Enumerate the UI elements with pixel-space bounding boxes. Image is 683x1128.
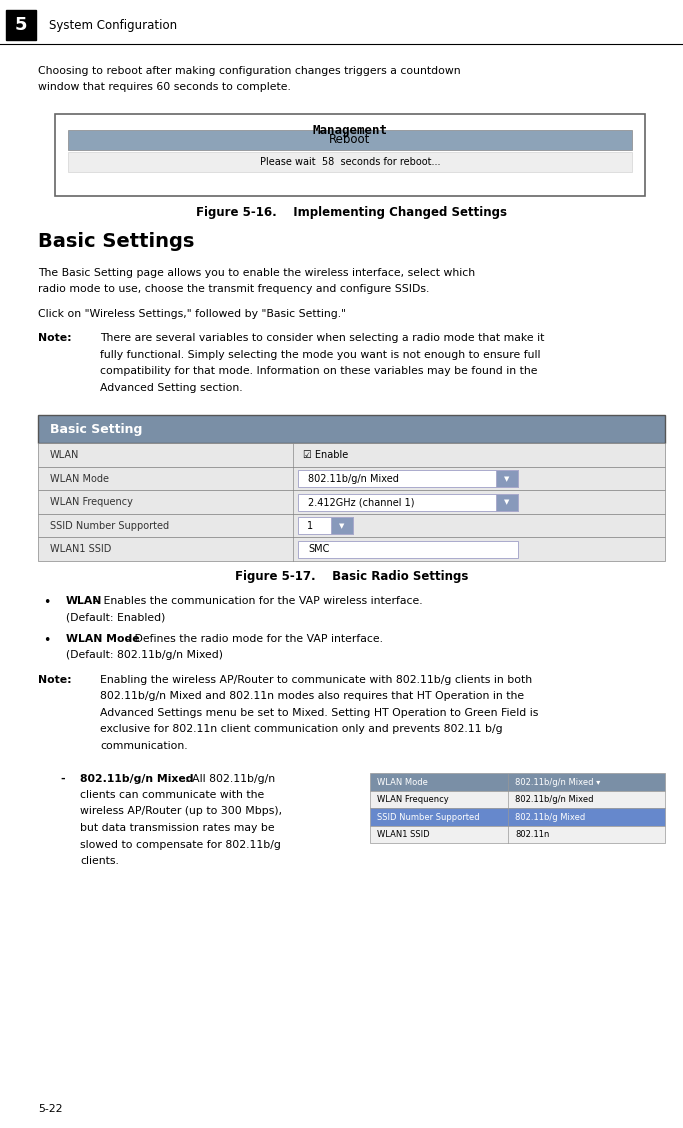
- Bar: [38, 443, 665, 467]
- Text: WLAN Frequency: WLAN Frequency: [377, 795, 449, 804]
- Text: but data transmission rates may be: but data transmission rates may be: [80, 823, 275, 832]
- Bar: [38, 538, 665, 561]
- Bar: [370, 774, 665, 791]
- Text: WLAN1 SSID: WLAN1 SSID: [377, 830, 430, 839]
- Text: (Default: 802.11b/g/n Mixed): (Default: 802.11b/g/n Mixed): [66, 651, 223, 661]
- Text: 2.412GHz (channel 1): 2.412GHz (channel 1): [308, 497, 415, 508]
- Bar: [298, 494, 518, 511]
- Bar: [55, 114, 645, 196]
- Text: : All 802.11b/g/n: : All 802.11b/g/n: [185, 774, 275, 784]
- Text: exclusive for 802.11n client communication only and prevents 802.11 b/g: exclusive for 802.11n client communicati…: [100, 724, 503, 734]
- Text: window that requires 60 seconds to complete.: window that requires 60 seconds to compl…: [38, 82, 291, 92]
- Text: compatibility for that mode. Information on these variables may be found in the: compatibility for that mode. Information…: [100, 367, 538, 377]
- Text: Choosing to reboot after making configuration changes triggers a countdown: Choosing to reboot after making configur…: [38, 67, 460, 76]
- Text: 802.11n: 802.11n: [515, 830, 549, 839]
- Text: wireless AP/Router (up to 300 Mbps),: wireless AP/Router (up to 300 Mbps),: [80, 807, 282, 817]
- Text: Note:: Note:: [38, 334, 72, 344]
- Text: communication.: communication.: [100, 741, 188, 751]
- Text: System Configuration: System Configuration: [49, 18, 177, 32]
- Text: •: •: [43, 634, 51, 647]
- Text: 802.11b/g Mixed: 802.11b/g Mixed: [515, 813, 585, 822]
- Text: ☑ Enable: ☑ Enable: [303, 450, 348, 460]
- Bar: [331, 518, 353, 535]
- Text: 1: 1: [307, 521, 313, 531]
- Text: slowed to compensate for 802.11b/g: slowed to compensate for 802.11b/g: [80, 839, 281, 849]
- Text: SSID Number Supported: SSID Number Supported: [377, 813, 479, 822]
- Text: – Defines the radio mode for the VAP interface.: – Defines the radio mode for the VAP int…: [122, 634, 382, 644]
- Text: The Basic Setting page allows you to enable the wireless interface, select which: The Basic Setting page allows you to ena…: [38, 268, 475, 277]
- Text: 802.11b/g/n Mixed: 802.11b/g/n Mixed: [515, 795, 594, 804]
- Text: 802.11b/g/n Mixed: 802.11b/g/n Mixed: [308, 474, 399, 484]
- Text: WLAN1 SSID: WLAN1 SSID: [50, 544, 111, 554]
- Text: Click on "Wireless Settings," followed by "Basic Setting.": Click on "Wireless Settings," followed b…: [38, 309, 346, 319]
- Bar: [38, 491, 665, 514]
- Text: WLAN Mode: WLAN Mode: [377, 777, 428, 786]
- Bar: [370, 791, 665, 809]
- Text: 802.11b/g/n Mixed ▾: 802.11b/g/n Mixed ▾: [515, 777, 600, 786]
- Text: Basic Setting: Basic Setting: [50, 423, 142, 437]
- Text: Advanced Setting section.: Advanced Setting section.: [100, 384, 242, 393]
- Bar: [370, 826, 665, 844]
- Bar: [6, 10, 36, 39]
- Text: WLAN Mode: WLAN Mode: [66, 634, 139, 644]
- Bar: [68, 152, 632, 171]
- Bar: [370, 809, 665, 826]
- Text: -: -: [60, 774, 65, 784]
- Text: 5: 5: [15, 16, 27, 34]
- Text: clients.: clients.: [80, 856, 119, 866]
- Text: 802.11b/g/n Mixed and 802.11n modes also requires that HT Operation in the: 802.11b/g/n Mixed and 802.11n modes also…: [100, 691, 524, 702]
- Text: Note:: Note:: [38, 675, 72, 685]
- Text: WLAN Mode: WLAN Mode: [50, 474, 109, 484]
- Text: fully functional. Simply selecting the mode you want is not enough to ensure ful: fully functional. Simply selecting the m…: [100, 350, 540, 360]
- Text: ▼: ▼: [504, 500, 510, 505]
- Text: (Default: Enabled): (Default: Enabled): [66, 613, 165, 623]
- Text: WLAN: WLAN: [66, 596, 102, 606]
- Text: clients can communicate with the: clients can communicate with the: [80, 790, 264, 800]
- Bar: [298, 518, 353, 535]
- Text: SMC: SMC: [308, 544, 329, 554]
- Bar: [496, 494, 518, 511]
- Text: SSID Number Supported: SSID Number Supported: [50, 521, 169, 531]
- Text: Figure 5-16.    Implementing Changed Settings: Figure 5-16. Implementing Changed Settin…: [196, 206, 507, 219]
- Text: 5-22: 5-22: [38, 1104, 63, 1114]
- Text: Figure 5-17.    Basic Radio Settings: Figure 5-17. Basic Radio Settings: [235, 570, 468, 583]
- Text: 802.11b/g/n Mixed: 802.11b/g/n Mixed: [80, 774, 193, 784]
- Text: •: •: [43, 596, 51, 609]
- Text: radio mode to use, choose the transmit frequency and configure SSIDs.: radio mode to use, choose the transmit f…: [38, 284, 430, 294]
- Text: There are several variables to consider when selecting a radio mode that make it: There are several variables to consider …: [100, 334, 544, 344]
- Bar: [68, 130, 632, 150]
- Text: WLAN Frequency: WLAN Frequency: [50, 497, 133, 508]
- Bar: [38, 514, 665, 538]
- Text: WLAN: WLAN: [50, 450, 79, 460]
- Bar: [298, 540, 518, 557]
- Text: Basic Settings: Basic Settings: [38, 232, 195, 252]
- Bar: [496, 470, 518, 487]
- Text: – Enables the communication for the VAP wireless interface.: – Enables the communication for the VAP …: [91, 596, 422, 606]
- Bar: [38, 467, 665, 491]
- Text: Reboot: Reboot: [329, 133, 371, 147]
- Bar: [38, 415, 665, 443]
- Text: Please wait  58  seconds for reboot...: Please wait 58 seconds for reboot...: [260, 157, 441, 167]
- Text: ▼: ▼: [339, 522, 345, 529]
- Bar: [298, 470, 518, 487]
- Text: Management: Management: [313, 124, 387, 136]
- Text: Advanced Settings menu be set to Mixed. Setting HT Operation to Green Field is: Advanced Settings menu be set to Mixed. …: [100, 708, 538, 719]
- Text: Enabling the wireless AP/Router to communicate with 802.11b/g clients in both: Enabling the wireless AP/Router to commu…: [100, 675, 532, 685]
- Text: ▼: ▼: [504, 476, 510, 482]
